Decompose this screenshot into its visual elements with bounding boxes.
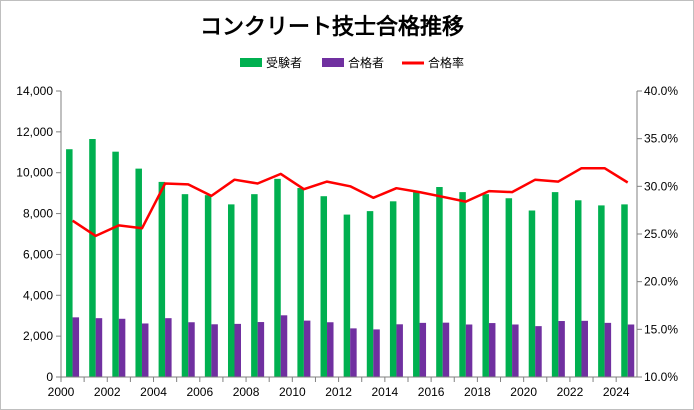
y2-tick-label: 40.0% (644, 84, 678, 98)
y-tick-label: 4,000 (23, 288, 53, 302)
x-tick-label: 2012 (325, 385, 352, 399)
x-tick-label: 2004 (140, 385, 167, 399)
x-tick-label: 2006 (186, 385, 213, 399)
bar-applicants-2003 (135, 168, 142, 377)
bar-passers-2009 (280, 315, 288, 377)
bar-passers-2001 (95, 318, 103, 377)
bar-passers-2019 (512, 324, 519, 377)
y-tick-label: 0 (46, 370, 53, 384)
bar-applicants-2023 (598, 205, 605, 377)
line-pass-rate (71, 166, 629, 238)
bar-passers-2015 (419, 322, 427, 377)
x-tick-label: 2002 (94, 385, 121, 399)
bar-applicants-2015 (413, 192, 420, 377)
legend-label-rate: 合格率 (428, 55, 464, 70)
bar-passers-2022 (581, 320, 588, 377)
bar-applicants-2017 (459, 192, 466, 377)
bar-passers-2013 (373, 329, 380, 377)
y-tick-label: 12,000 (16, 125, 53, 139)
bar-applicants-2022 (574, 200, 582, 377)
legend: 受験者 合格者 合格率 (240, 55, 464, 70)
bar-passers-2000 (72, 317, 80, 377)
bar-applicants-2016 (436, 187, 443, 377)
bar-passers-2017 (465, 324, 473, 377)
bar-passers-2021 (558, 321, 565, 377)
bar-passers-2018 (488, 323, 496, 377)
x-tick-label: 2010 (279, 385, 306, 399)
bar-applicants-2002 (112, 151, 119, 377)
bar-applicants-2021 (551, 192, 559, 377)
bar-applicants-2008 (251, 194, 258, 377)
bar-passers-2004 (165, 318, 172, 377)
x-tick-label: 2022 (557, 385, 584, 399)
bar-applicants-2013 (366, 211, 374, 377)
y2-tick-label: 25.0% (644, 227, 678, 241)
x-tick-label: 2024 (603, 385, 630, 399)
y-tick-label: 10,000 (16, 166, 53, 180)
y2-tick-label: 30.0% (644, 179, 678, 193)
x-tick-label: 2020 (510, 385, 537, 399)
y-tick-label: 2,000 (23, 329, 53, 343)
legend-swatch-passers (322, 58, 344, 67)
y2-tick-label: 10.0% (644, 370, 678, 384)
legend-label-applicants: 受験者 (266, 55, 302, 70)
y-tick-label: 14,000 (16, 84, 53, 98)
bar-passers-2024 (627, 324, 635, 377)
x-tick-label: 2018 (464, 385, 491, 399)
bar-applicants-2006 (204, 195, 212, 377)
y-tick-label: 8,000 (23, 207, 53, 221)
legend-swatch-applicants (240, 58, 262, 67)
bar-passers-2020 (535, 326, 542, 377)
x-tick-label: 2016 (418, 385, 445, 399)
bar-applicants-2005 (181, 194, 189, 377)
bar-applicants-2010 (297, 188, 304, 377)
x-tick-label: 2000 (48, 385, 75, 399)
bar-applicants-2011 (320, 196, 328, 377)
bar-passers-2006 (211, 324, 218, 377)
x-tick-label: 2008 (233, 385, 260, 399)
y-tick-label: 6,000 (23, 247, 53, 261)
bar-passers-2008 (257, 322, 265, 377)
bar-applicants-2019 (505, 198, 513, 377)
bar-applicants-2014 (389, 201, 397, 377)
bar-passers-2003 (141, 323, 149, 377)
y2-tick-label: 35.0% (644, 132, 678, 146)
bar-applicants-2007 (227, 204, 235, 377)
bar-applicants-2000 (66, 149, 73, 377)
plot-area: 0 2,000 4,000 6,000 8,000 10,000 12,000 14,000 1… (16, 84, 678, 399)
bar-passers-2005 (188, 322, 195, 377)
x-tick-label: 2014 (372, 385, 399, 399)
bar-applicants-2020 (528, 210, 536, 377)
bar-passers-2007 (234, 323, 241, 377)
bar-applicants-2001 (89, 139, 96, 377)
bar-passers-2011 (327, 322, 334, 377)
y2-tick-label: 20.0% (644, 275, 678, 289)
bar-passers-2012 (350, 328, 357, 377)
chart-title: コンクリート技士合格推移 (200, 14, 464, 40)
bar-applicants-2012 (343, 214, 351, 377)
legend-label-passers: 合格者 (348, 55, 384, 70)
y2-tick-label: 15.0% (644, 322, 678, 336)
bar-passers-2014 (396, 324, 403, 377)
bar-passers-2002 (118, 318, 126, 377)
bar-passers-2023 (604, 322, 612, 377)
bar-applicants-2018 (482, 194, 489, 377)
bar-applicants-2024 (621, 204, 628, 377)
bar-applicants-2009 (274, 178, 281, 377)
bar-passers-2016 (442, 322, 450, 377)
bar-applicants-2004 (158, 181, 166, 377)
bar-passers-2010 (303, 320, 311, 377)
